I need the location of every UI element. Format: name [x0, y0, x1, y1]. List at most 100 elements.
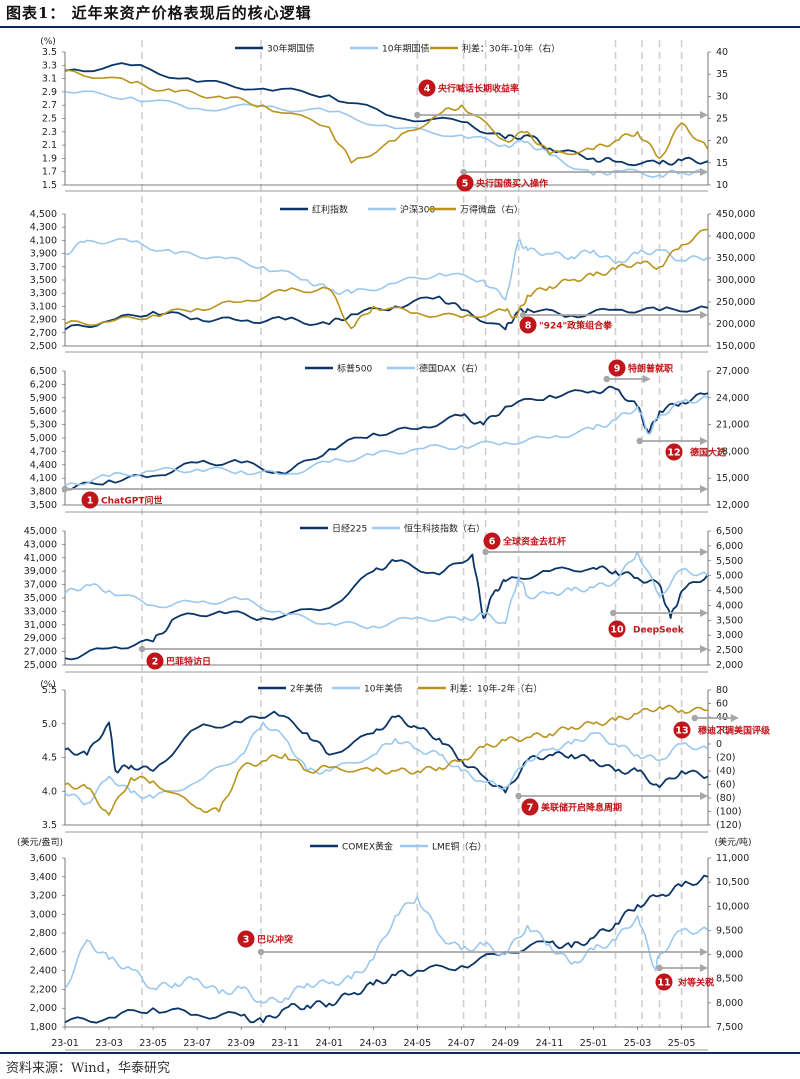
y-tick-left: 33,000 [24, 606, 57, 617]
y-tick-left: 3,600 [30, 853, 57, 864]
event-badge [237, 930, 255, 948]
x-tick-label: 23-05 [139, 1038, 167, 1049]
y-tick-left: 3.1 [42, 74, 57, 85]
y-tick-left: 4,700 [30, 446, 57, 457]
y-tick-left: 5,300 [30, 420, 57, 431]
x-tick-label: 23-11 [271, 1038, 299, 1049]
y-tick-right: 350,000 [716, 253, 755, 264]
event-arrow-head [700, 111, 708, 119]
y-tick-left: 2.9 [42, 87, 57, 98]
event-badge-number: 2 [152, 657, 159, 668]
y-tick-left: 1.9 [42, 153, 57, 164]
panel-commodities: 3,600 3,400 3,200 3,000 2,800 2,600 2,400 2,200… [17, 836, 752, 1033]
y-tick-right: 400,000 [716, 231, 755, 242]
y-tick-left: 2.5 [42, 114, 57, 125]
series-line [64, 553, 709, 661]
y-tick-left: 45,000 [24, 526, 57, 537]
event-arrow-start [61, 485, 69, 493]
y-tick-left: 31,000 [24, 620, 57, 631]
y-tick-right: 450,000 [716, 209, 755, 220]
y-tick-left: 41,000 [24, 553, 57, 564]
panel-china-equity: 4,500 4,300 4,100 3,900 3,700 3,500 3,300 3,100… [30, 204, 756, 353]
event-label: 央行国债买入操作 [476, 178, 548, 190]
legend-label: 日经225 [332, 523, 367, 535]
y-tick-left: 37,000 [24, 580, 57, 591]
series-line [64, 874, 709, 1024]
y-tick-right: 12,000 [716, 500, 749, 511]
y-tick-right: 5,000 [716, 571, 743, 582]
y-tick-right: (100) [716, 807, 742, 818]
event-badge-number: 1 [87, 496, 94, 507]
y-tick-right: 3,000 [716, 630, 743, 641]
x-tick-label: 25-03 [624, 1038, 652, 1049]
y-tick-left: 3,800 [30, 487, 57, 498]
y-tick-right: 9,000 [716, 950, 743, 961]
event-arrow-head [700, 645, 708, 653]
x-tick-label: 24-07 [448, 1038, 476, 1049]
y-tick-left: 4,100 [30, 473, 57, 484]
event-label: 德国大选 [690, 447, 726, 459]
series-line [64, 295, 709, 331]
y-tick-right: 18,000 [716, 446, 749, 457]
y-tick-right: 4,000 [716, 600, 743, 611]
legend-label: 30年期国债 [267, 43, 314, 55]
event-badge-number: 8 [525, 321, 532, 332]
event-badge [146, 652, 164, 670]
event-arrow-start [257, 948, 265, 956]
y-tick-right: 4,500 [716, 586, 743, 597]
event-badge [655, 973, 673, 991]
y-tick-left: 5,900 [30, 393, 57, 404]
y-tick-left: 3,100 [30, 301, 57, 312]
event-label: 全球资金去杠杆 [502, 536, 566, 548]
event-arrow-start [482, 548, 489, 556]
series-line [64, 895, 709, 1004]
event-badge-number: 7 [527, 803, 534, 814]
event-label: 穆迪下调美国评级 [698, 725, 771, 737]
y-tick-left: 2,800 [30, 928, 57, 939]
legend-label: 利差：10年-2年（右） [450, 683, 542, 695]
y-tick-right: (40) [716, 766, 736, 777]
y-tick-left: 6,200 [30, 379, 57, 390]
legend-label: 沪深300 [400, 204, 435, 216]
y-tick-left: 2,900 [30, 315, 57, 326]
series-line [64, 704, 709, 816]
event-arrow-head [700, 168, 708, 176]
legend-label: 2年美债 [290, 683, 323, 695]
y-axis-unit-left: (%) [40, 37, 56, 47]
event-arrow-start [519, 311, 527, 319]
event-arrow-start [515, 792, 522, 800]
event-arrow-start [656, 964, 663, 972]
event-arrow-head [700, 548, 708, 556]
event-arrow-head [700, 311, 708, 319]
series-line [64, 68, 709, 164]
y-tick-right: 25 [716, 114, 728, 125]
y-tick-left: 3,500 [30, 275, 57, 286]
legend-label: 德国DAX（右） [419, 363, 483, 375]
event-arrow-start [691, 714, 698, 722]
event-badge [456, 174, 474, 192]
x-tick-label: 25-01 [580, 1038, 608, 1049]
event-badge [81, 491, 99, 509]
event-arrow-start [610, 609, 617, 617]
panel-us-treasury: 5.55.04.54.03.5806040200(20)(40)(60)(80)… [40, 680, 741, 831]
event-label: 美联储开启降息周期 [541, 802, 622, 814]
y-tick-right: 15 [716, 158, 728, 169]
y-tick-right: 10,500 [716, 877, 749, 888]
y-tick-left: 2.7 [42, 100, 57, 111]
y-tick-left: 4.5 [42, 753, 57, 764]
event-badge-number: 11 [657, 978, 670, 989]
series-line [64, 385, 709, 491]
event-arrow-start [414, 111, 421, 119]
legend-label: 10年美债 [364, 683, 402, 695]
y-tick-left: 4,100 [30, 235, 57, 246]
event-label: "924"政策组合拳 [539, 320, 613, 332]
x-tick-label: 23-03 [95, 1038, 123, 1049]
event-arrow-start [460, 168, 467, 176]
event-badge-number: 6 [489, 537, 496, 548]
y-tick-left: 3,700 [30, 262, 57, 273]
legend-label: 万得微盘（右） [460, 204, 523, 216]
event-badge [673, 721, 691, 739]
event-arrow-head [700, 792, 708, 800]
event-badge [608, 620, 626, 638]
